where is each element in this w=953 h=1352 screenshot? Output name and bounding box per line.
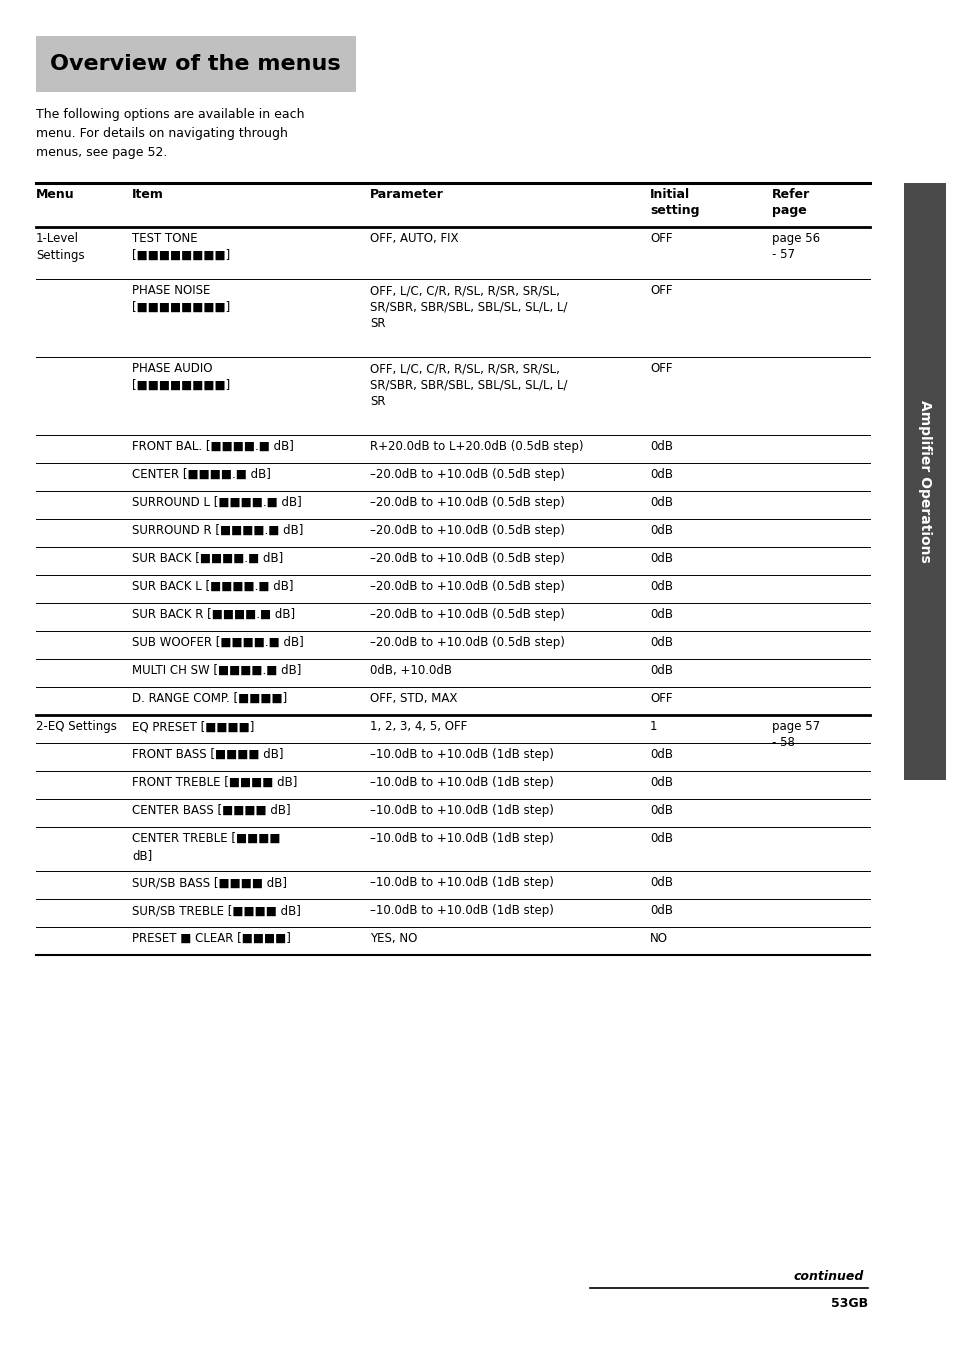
Text: 2-EQ Settings: 2-EQ Settings bbox=[36, 721, 117, 733]
Text: –20.0dB to +10.0dB (0.5dB step): –20.0dB to +10.0dB (0.5dB step) bbox=[370, 552, 564, 565]
Text: OFF: OFF bbox=[649, 233, 672, 245]
Text: CENTER [■■■■.■ dB]: CENTER [■■■■.■ dB] bbox=[132, 468, 271, 481]
Text: 0dB: 0dB bbox=[649, 876, 672, 890]
Text: SUB WOOFER [■■■■.■ dB]: SUB WOOFER [■■■■.■ dB] bbox=[132, 635, 303, 649]
Text: 0dB: 0dB bbox=[649, 776, 672, 790]
Text: Initial
setting: Initial setting bbox=[649, 188, 699, 218]
Text: SUR BACK [■■■■.■ dB]: SUR BACK [■■■■.■ dB] bbox=[132, 552, 283, 565]
Text: YES, NO: YES, NO bbox=[370, 932, 416, 945]
Text: CENTER TREBLE [■■■■
dB]: CENTER TREBLE [■■■■ dB] bbox=[132, 831, 280, 863]
Text: 0dB: 0dB bbox=[649, 580, 672, 594]
Text: SUR BACK L [■■■■.■ dB]: SUR BACK L [■■■■.■ dB] bbox=[132, 580, 294, 594]
Text: The following options are available in each
menu. For details on navigating thro: The following options are available in e… bbox=[36, 108, 304, 160]
Text: TEST TONE
[■■■■■■■■]: TEST TONE [■■■■■■■■] bbox=[132, 233, 230, 262]
Text: –10.0dB to +10.0dB (1dB step): –10.0dB to +10.0dB (1dB step) bbox=[370, 776, 554, 790]
Text: –10.0dB to +10.0dB (1dB step): –10.0dB to +10.0dB (1dB step) bbox=[370, 831, 554, 845]
Text: 0dB: 0dB bbox=[649, 635, 672, 649]
Text: 0dB: 0dB bbox=[649, 831, 672, 845]
Text: –10.0dB to +10.0dB (1dB step): –10.0dB to +10.0dB (1dB step) bbox=[370, 904, 554, 917]
Text: D. RANGE COMP. [■■■■]: D. RANGE COMP. [■■■■] bbox=[132, 692, 287, 704]
Text: 53GB: 53GB bbox=[830, 1297, 867, 1310]
Text: OFF: OFF bbox=[649, 284, 672, 297]
Text: Refer
page: Refer page bbox=[771, 188, 809, 218]
Text: FRONT TREBLE [■■■■ dB]: FRONT TREBLE [■■■■ dB] bbox=[132, 776, 297, 790]
Text: PHASE AUDIO
[■■■■■■■■]: PHASE AUDIO [■■■■■■■■] bbox=[132, 362, 230, 392]
Text: OFF: OFF bbox=[649, 692, 672, 704]
Text: MULTI CH SW [■■■■.■ dB]: MULTI CH SW [■■■■.■ dB] bbox=[132, 664, 301, 677]
Text: 0dB: 0dB bbox=[649, 664, 672, 677]
Text: OFF, L/C, C/R, R/SL, R/SR, SR/SL,
SR/SBR, SBR/SBL, SBL/SL, SL/L, L/
SR: OFF, L/C, C/R, R/SL, R/SR, SR/SL, SR/SBR… bbox=[370, 284, 567, 330]
Text: –20.0dB to +10.0dB (0.5dB step): –20.0dB to +10.0dB (0.5dB step) bbox=[370, 608, 564, 621]
Text: –20.0dB to +10.0dB (0.5dB step): –20.0dB to +10.0dB (0.5dB step) bbox=[370, 525, 564, 537]
Text: Amplifier Operations: Amplifier Operations bbox=[917, 400, 931, 562]
Text: SUR BACK R [■■■■.■ dB]: SUR BACK R [■■■■.■ dB] bbox=[132, 608, 294, 621]
Text: 1, 2, 3, 4, 5, OFF: 1, 2, 3, 4, 5, OFF bbox=[370, 721, 467, 733]
Text: FRONT BASS [■■■■ dB]: FRONT BASS [■■■■ dB] bbox=[132, 748, 283, 761]
Text: 0dB: 0dB bbox=[649, 748, 672, 761]
Text: –20.0dB to +10.0dB (0.5dB step): –20.0dB to +10.0dB (0.5dB step) bbox=[370, 580, 564, 594]
Text: 0dB, +10.0dB: 0dB, +10.0dB bbox=[370, 664, 452, 677]
Text: Item: Item bbox=[132, 188, 164, 201]
Text: –20.0dB to +10.0dB (0.5dB step): –20.0dB to +10.0dB (0.5dB step) bbox=[370, 635, 564, 649]
Text: Menu: Menu bbox=[36, 188, 74, 201]
Text: SUR/SB BASS [■■■■ dB]: SUR/SB BASS [■■■■ dB] bbox=[132, 876, 287, 890]
Text: SURROUND R [■■■■.■ dB]: SURROUND R [■■■■.■ dB] bbox=[132, 525, 303, 537]
Text: 0dB: 0dB bbox=[649, 468, 672, 481]
Text: 0dB: 0dB bbox=[649, 525, 672, 537]
Text: PHASE NOISE
[■■■■■■■■]: PHASE NOISE [■■■■■■■■] bbox=[132, 284, 230, 314]
Text: Parameter: Parameter bbox=[370, 188, 443, 201]
Text: –10.0dB to +10.0dB (1dB step): –10.0dB to +10.0dB (1dB step) bbox=[370, 804, 554, 817]
Bar bbox=[36, 37, 355, 92]
Text: R+20.0dB to L+20.0dB (0.5dB step): R+20.0dB to L+20.0dB (0.5dB step) bbox=[370, 439, 583, 453]
Text: 1-Level
Settings: 1-Level Settings bbox=[36, 233, 85, 262]
Text: OFF, L/C, C/R, R/SL, R/SR, SR/SL,
SR/SBR, SBR/SBL, SBL/SL, SL/L, L/
SR: OFF, L/C, C/R, R/SL, R/SR, SR/SL, SR/SBR… bbox=[370, 362, 567, 408]
Text: Overview of the menus: Overview of the menus bbox=[50, 54, 340, 74]
Text: –20.0dB to +10.0dB (0.5dB step): –20.0dB to +10.0dB (0.5dB step) bbox=[370, 468, 564, 481]
Text: EQ PRESET [■■■■]: EQ PRESET [■■■■] bbox=[132, 721, 254, 733]
Text: NO: NO bbox=[649, 932, 667, 945]
Text: SUR/SB TREBLE [■■■■ dB]: SUR/SB TREBLE [■■■■ dB] bbox=[132, 904, 300, 917]
Text: 1: 1 bbox=[649, 721, 657, 733]
Text: OFF, AUTO, FIX: OFF, AUTO, FIX bbox=[370, 233, 458, 245]
Text: OFF, STD, MAX: OFF, STD, MAX bbox=[370, 692, 456, 704]
Text: CENTER BASS [■■■■ dB]: CENTER BASS [■■■■ dB] bbox=[132, 804, 291, 817]
Text: page 57
- 58: page 57 - 58 bbox=[771, 721, 820, 749]
Text: 0dB: 0dB bbox=[649, 496, 672, 508]
Text: 0dB: 0dB bbox=[649, 439, 672, 453]
Text: –10.0dB to +10.0dB (1dB step): –10.0dB to +10.0dB (1dB step) bbox=[370, 748, 554, 761]
Text: page 56
- 57: page 56 - 57 bbox=[771, 233, 820, 261]
Text: –20.0dB to +10.0dB (0.5dB step): –20.0dB to +10.0dB (0.5dB step) bbox=[370, 496, 564, 508]
Text: continued: continued bbox=[793, 1270, 863, 1283]
Text: OFF: OFF bbox=[649, 362, 672, 375]
Text: 0dB: 0dB bbox=[649, 552, 672, 565]
Text: PRESET ■ CLEAR [■■■■]: PRESET ■ CLEAR [■■■■] bbox=[132, 932, 291, 945]
Text: 0dB: 0dB bbox=[649, 608, 672, 621]
Text: –10.0dB to +10.0dB (1dB step): –10.0dB to +10.0dB (1dB step) bbox=[370, 876, 554, 890]
Text: SURROUND L [■■■■.■ dB]: SURROUND L [■■■■.■ dB] bbox=[132, 496, 301, 508]
Bar bbox=[903, 183, 945, 780]
Text: FRONT BAL. [■■■■.■ dB]: FRONT BAL. [■■■■.■ dB] bbox=[132, 439, 294, 453]
Text: 0dB: 0dB bbox=[649, 804, 672, 817]
Text: 0dB: 0dB bbox=[649, 904, 672, 917]
